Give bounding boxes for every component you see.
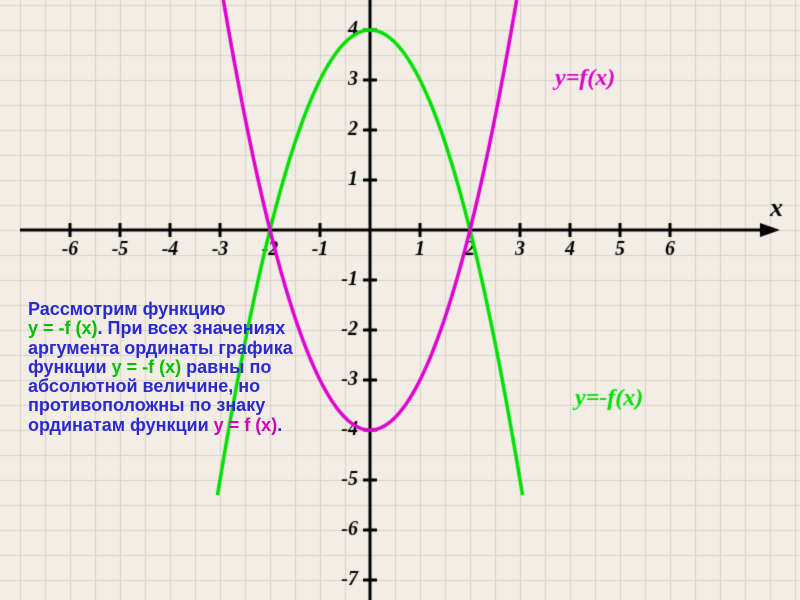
description-text: Рассмотрим функцию y = -f (x). При всех … bbox=[28, 300, 293, 435]
